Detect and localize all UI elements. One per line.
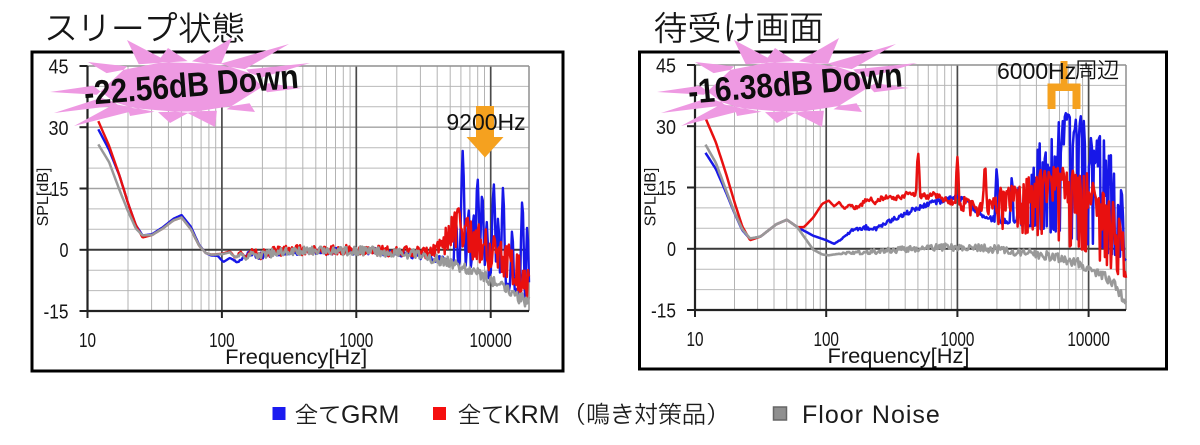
- svg-text:Frequency[Hz]: Frequency[Hz]: [225, 346, 367, 369]
- svg-text:KRM: KRM: [504, 401, 560, 429]
- svg-text:45: 45: [49, 57, 69, 79]
- svg-text:100: 100: [209, 330, 235, 352]
- svg-text:45: 45: [656, 56, 676, 78]
- svg-text:SPL[dB]: SPL[dB]: [643, 168, 660, 227]
- svg-text:6000Hz: 6000Hz: [997, 58, 1076, 84]
- svg-text:10000: 10000: [469, 330, 512, 352]
- svg-text:SPL[dB]: SPL[dB]: [35, 168, 52, 227]
- svg-text:30: 30: [656, 117, 676, 139]
- svg-text:10: 10: [79, 330, 96, 352]
- svg-text:0: 0: [60, 240, 69, 262]
- svg-text:10: 10: [687, 329, 704, 351]
- svg-text:-15: -15: [44, 302, 69, 324]
- svg-text:1000: 1000: [940, 329, 974, 351]
- svg-text:Frequency[Hz]: Frequency[Hz]: [828, 345, 970, 368]
- svg-text:Floor Noise: Floor Noise: [802, 401, 941, 429]
- svg-text:10000: 10000: [1067, 329, 1110, 351]
- svg-text:-15: -15: [651, 301, 676, 323]
- svg-text:15: 15: [658, 178, 676, 200]
- svg-text:15: 15: [51, 179, 69, 201]
- svg-text:GRM: GRM: [341, 401, 399, 429]
- svg-text:9200Hz: 9200Hz: [446, 109, 525, 135]
- svg-text:100: 100: [813, 329, 839, 351]
- svg-text:1000: 1000: [339, 330, 373, 352]
- svg-text:0: 0: [667, 239, 676, 261]
- svg-text:30: 30: [49, 118, 69, 140]
